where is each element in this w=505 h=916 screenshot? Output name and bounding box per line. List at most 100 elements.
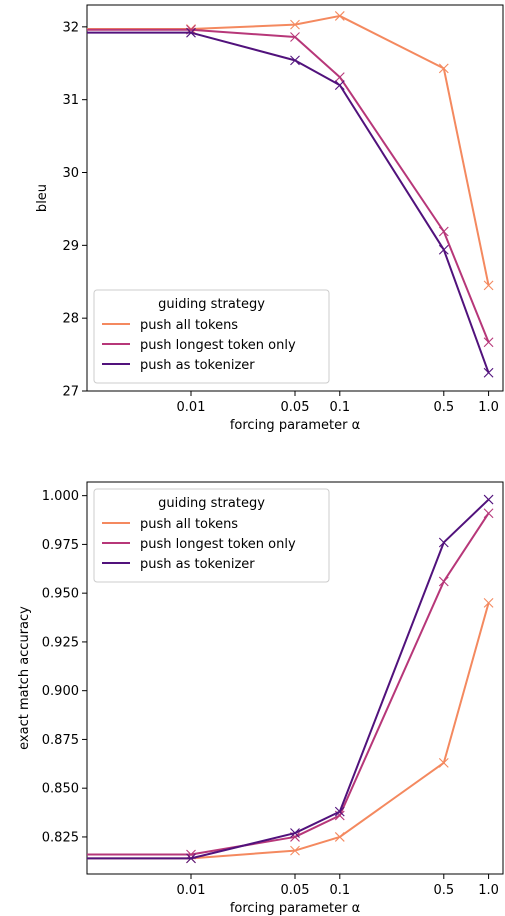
data-point-marker [483, 367, 494, 378]
y-tick-label: 31 [62, 93, 79, 108]
marker-stroke [334, 806, 345, 817]
marker-stroke [290, 828, 300, 838]
marker-stroke [334, 11, 345, 21]
data-point-marker [483, 337, 494, 348]
y-tick-label: 32 [62, 20, 79, 35]
y-tick-label: 0.825 [42, 830, 79, 845]
series-line-2 [87, 28, 490, 343]
data-point-marker [334, 806, 345, 817]
data-point-marker [290, 32, 300, 42]
legend-box [93, 289, 330, 384]
data-point-marker [186, 27, 196, 38]
data-point-marker [483, 280, 494, 291]
chart-panel-2: 0.01 0.05 0.1 0.5 1.0 0.825 0.850 0.875 0.900 0.9… [17, 481, 504, 916]
series-line-2 [87, 512, 490, 856]
y-tick-label: 0.950 [42, 587, 79, 602]
x-tick-label: 0.1 [329, 400, 350, 415]
legend: guiding strategy push all tokens push long… [93, 488, 330, 583]
y-tick-label: 28 [62, 312, 79, 327]
marker-stroke [483, 337, 494, 348]
legend-entry: push longest token only [140, 338, 296, 353]
data-point-marker [438, 757, 449, 768]
marker-stroke [438, 757, 449, 768]
marker-stroke [438, 226, 449, 237]
marker-stroke [290, 55, 300, 66]
marker-stroke [334, 810, 345, 821]
y-tick-label: 0.975 [42, 538, 79, 553]
series-line-3 [87, 31, 490, 374]
legend: guiding strategy push all tokens push long… [93, 289, 330, 384]
legend-title: guiding strategy [158, 297, 265, 312]
marker-stroke [334, 832, 345, 842]
y-tick-label: 1.000 [42, 489, 79, 504]
data-point-marker [483, 598, 494, 608]
data-point-marker [483, 508, 494, 519]
legend-entry: push all tokens [140, 517, 238, 532]
x-tick-label: 1.0 [478, 400, 499, 415]
marker-stroke [483, 494, 494, 505]
data-point-marker [483, 494, 494, 505]
data-point-marker [186, 853, 196, 864]
x-tick-label: 0.1 [329, 883, 350, 898]
y-axis-label: bleu [35, 184, 50, 212]
series-line-1 [87, 14, 490, 286]
x-tick-label: 0.5 [433, 400, 454, 415]
legend-box [93, 488, 330, 583]
legend-entry: push as tokenizer [140, 358, 255, 373]
data-point-marker [438, 576, 449, 587]
y-tick-label: 0.900 [42, 684, 79, 699]
data-point-marker [290, 828, 300, 838]
data-point-marker [438, 226, 449, 237]
data-point-marker [438, 537, 449, 548]
data-point-marker [334, 72, 345, 82]
series-group [87, 494, 494, 864]
data-point-marker [438, 63, 449, 74]
series-group [87, 11, 494, 378]
marker-stroke [186, 27, 196, 38]
series-line-3 [87, 498, 490, 860]
y-tick-label: 30 [62, 166, 79, 181]
x-tick-label: 0.5 [433, 883, 454, 898]
marker-stroke [438, 576, 449, 587]
chart-panel-1: 0.01 0.05 0.1 0.5 1.0 27 28 29 30 31 32 forcing par… [35, 4, 504, 433]
marker-stroke [483, 367, 494, 378]
marker-stroke [438, 63, 449, 74]
data-point-marker [334, 11, 345, 21]
y-tick-label: 27 [62, 385, 79, 400]
marker-stroke [483, 508, 494, 519]
marker-stroke [438, 244, 449, 255]
y-tick-label: 0.875 [42, 733, 79, 748]
x-tick-label: 0.01 [177, 400, 206, 415]
marker-stroke [438, 537, 449, 548]
x-tick-label: 0.01 [177, 883, 206, 898]
data-point-marker [290, 55, 300, 66]
legend-entry: push all tokens [140, 318, 238, 333]
y-tick-label: 29 [62, 239, 79, 254]
x-axis-label: forcing parameter α [230, 418, 360, 433]
x-axis-label: forcing parameter α [230, 901, 360, 916]
marker-stroke [290, 845, 300, 856]
legend-title: guiding strategy [158, 496, 265, 511]
marker-stroke [290, 832, 300, 842]
data-point-marker [438, 244, 449, 255]
marker-stroke [334, 80, 345, 91]
x-tick-label: 0.05 [281, 883, 310, 898]
data-point-marker [334, 832, 345, 842]
marker-stroke [334, 72, 345, 82]
legend-entry: push longest token only [140, 537, 296, 552]
data-point-marker [334, 80, 345, 91]
x-tick-label: 0.05 [281, 400, 310, 415]
x-tick-label: 1.0 [478, 883, 499, 898]
y-axis-label: exact match accuracy [17, 606, 32, 750]
y-tick-label: 0.925 [42, 635, 79, 650]
marker-stroke [186, 853, 196, 864]
marker-stroke [483, 280, 494, 291]
marker-stroke [290, 32, 300, 42]
data-point-marker [290, 19, 300, 30]
y-tick-label: 0.850 [42, 782, 79, 797]
data-point-marker [290, 845, 300, 856]
marker-stroke [483, 598, 494, 608]
series-line-1 [87, 602, 490, 860]
marker-stroke [290, 19, 300, 30]
